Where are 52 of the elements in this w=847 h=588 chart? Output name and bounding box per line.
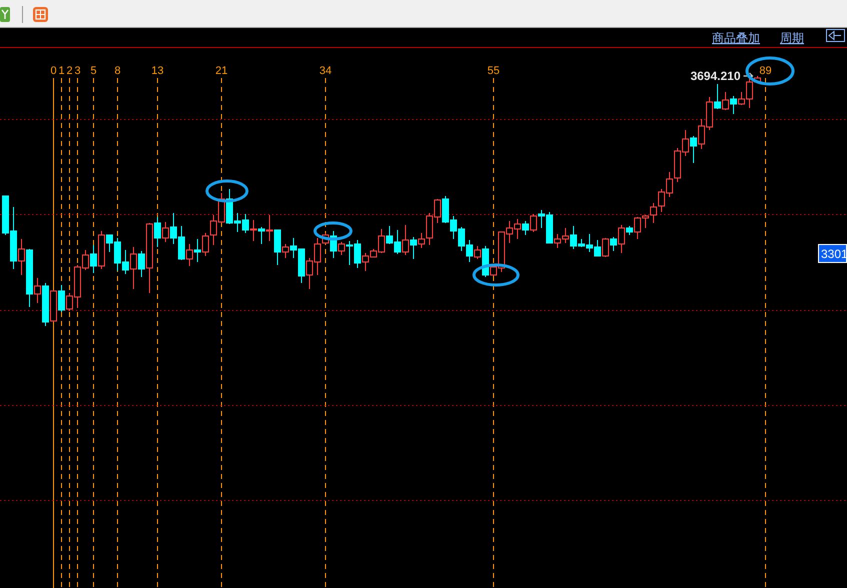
candlestick bbox=[282, 244, 289, 258]
candlestick bbox=[626, 226, 633, 236]
candlestick bbox=[26, 248, 33, 308]
candlestick bbox=[194, 238, 201, 262]
candlestick bbox=[34, 278, 41, 304]
candlestick bbox=[138, 250, 145, 278]
x-tick-label: 1 bbox=[58, 65, 65, 77]
candlestick bbox=[18, 238, 25, 276]
candlestick bbox=[58, 284, 65, 312]
candlestick bbox=[202, 232, 209, 256]
x-tick-label: 3 bbox=[74, 65, 81, 77]
candlestick bbox=[130, 246, 137, 290]
candlestick bbox=[714, 84, 721, 110]
candlestick bbox=[42, 282, 49, 326]
candlestick bbox=[618, 224, 625, 254]
candlestick bbox=[154, 216, 161, 248]
candlestick bbox=[258, 226, 265, 244]
x-tick-label: 21 bbox=[215, 65, 228, 77]
candlestick bbox=[90, 244, 97, 274]
candlestick bbox=[274, 230, 281, 266]
candlestick bbox=[522, 220, 529, 236]
candlestick bbox=[610, 236, 617, 252]
annotation: 3694.210 bbox=[690, 69, 741, 83]
candlestick bbox=[162, 222, 169, 242]
x-tick-label: 8 bbox=[114, 65, 121, 77]
candlestick bbox=[730, 96, 737, 114]
candlestick bbox=[186, 244, 193, 266]
candlestick bbox=[338, 242, 345, 256]
candlestick bbox=[474, 246, 481, 260]
candlestick bbox=[266, 214, 273, 242]
candlestick bbox=[690, 136, 697, 164]
x-tick-label: 13 bbox=[151, 65, 164, 77]
candlestick bbox=[650, 202, 657, 224]
x-tick-label: 2 bbox=[66, 65, 73, 77]
text: 周期 bbox=[780, 31, 804, 45]
x-tick-label: 89 bbox=[759, 65, 772, 77]
candlestick bbox=[602, 238, 609, 258]
x-tick-label: 0 bbox=[50, 65, 57, 77]
annotation: 3301 bbox=[821, 247, 847, 261]
candlestick bbox=[530, 214, 537, 232]
x-tick-label: 55 bbox=[487, 65, 500, 77]
x-tick-label: 34 bbox=[319, 65, 332, 77]
candlestick bbox=[250, 220, 257, 242]
text: 商品叠加 bbox=[712, 31, 760, 45]
candlestick bbox=[146, 222, 153, 294]
x-tick-label: 5 bbox=[90, 65, 97, 77]
candlestick bbox=[98, 230, 105, 270]
candlestick bbox=[722, 92, 729, 110]
candlestick bbox=[418, 232, 425, 248]
candlestick bbox=[50, 290, 57, 322]
candlestick bbox=[410, 236, 417, 260]
candlestick bbox=[402, 224, 409, 256]
